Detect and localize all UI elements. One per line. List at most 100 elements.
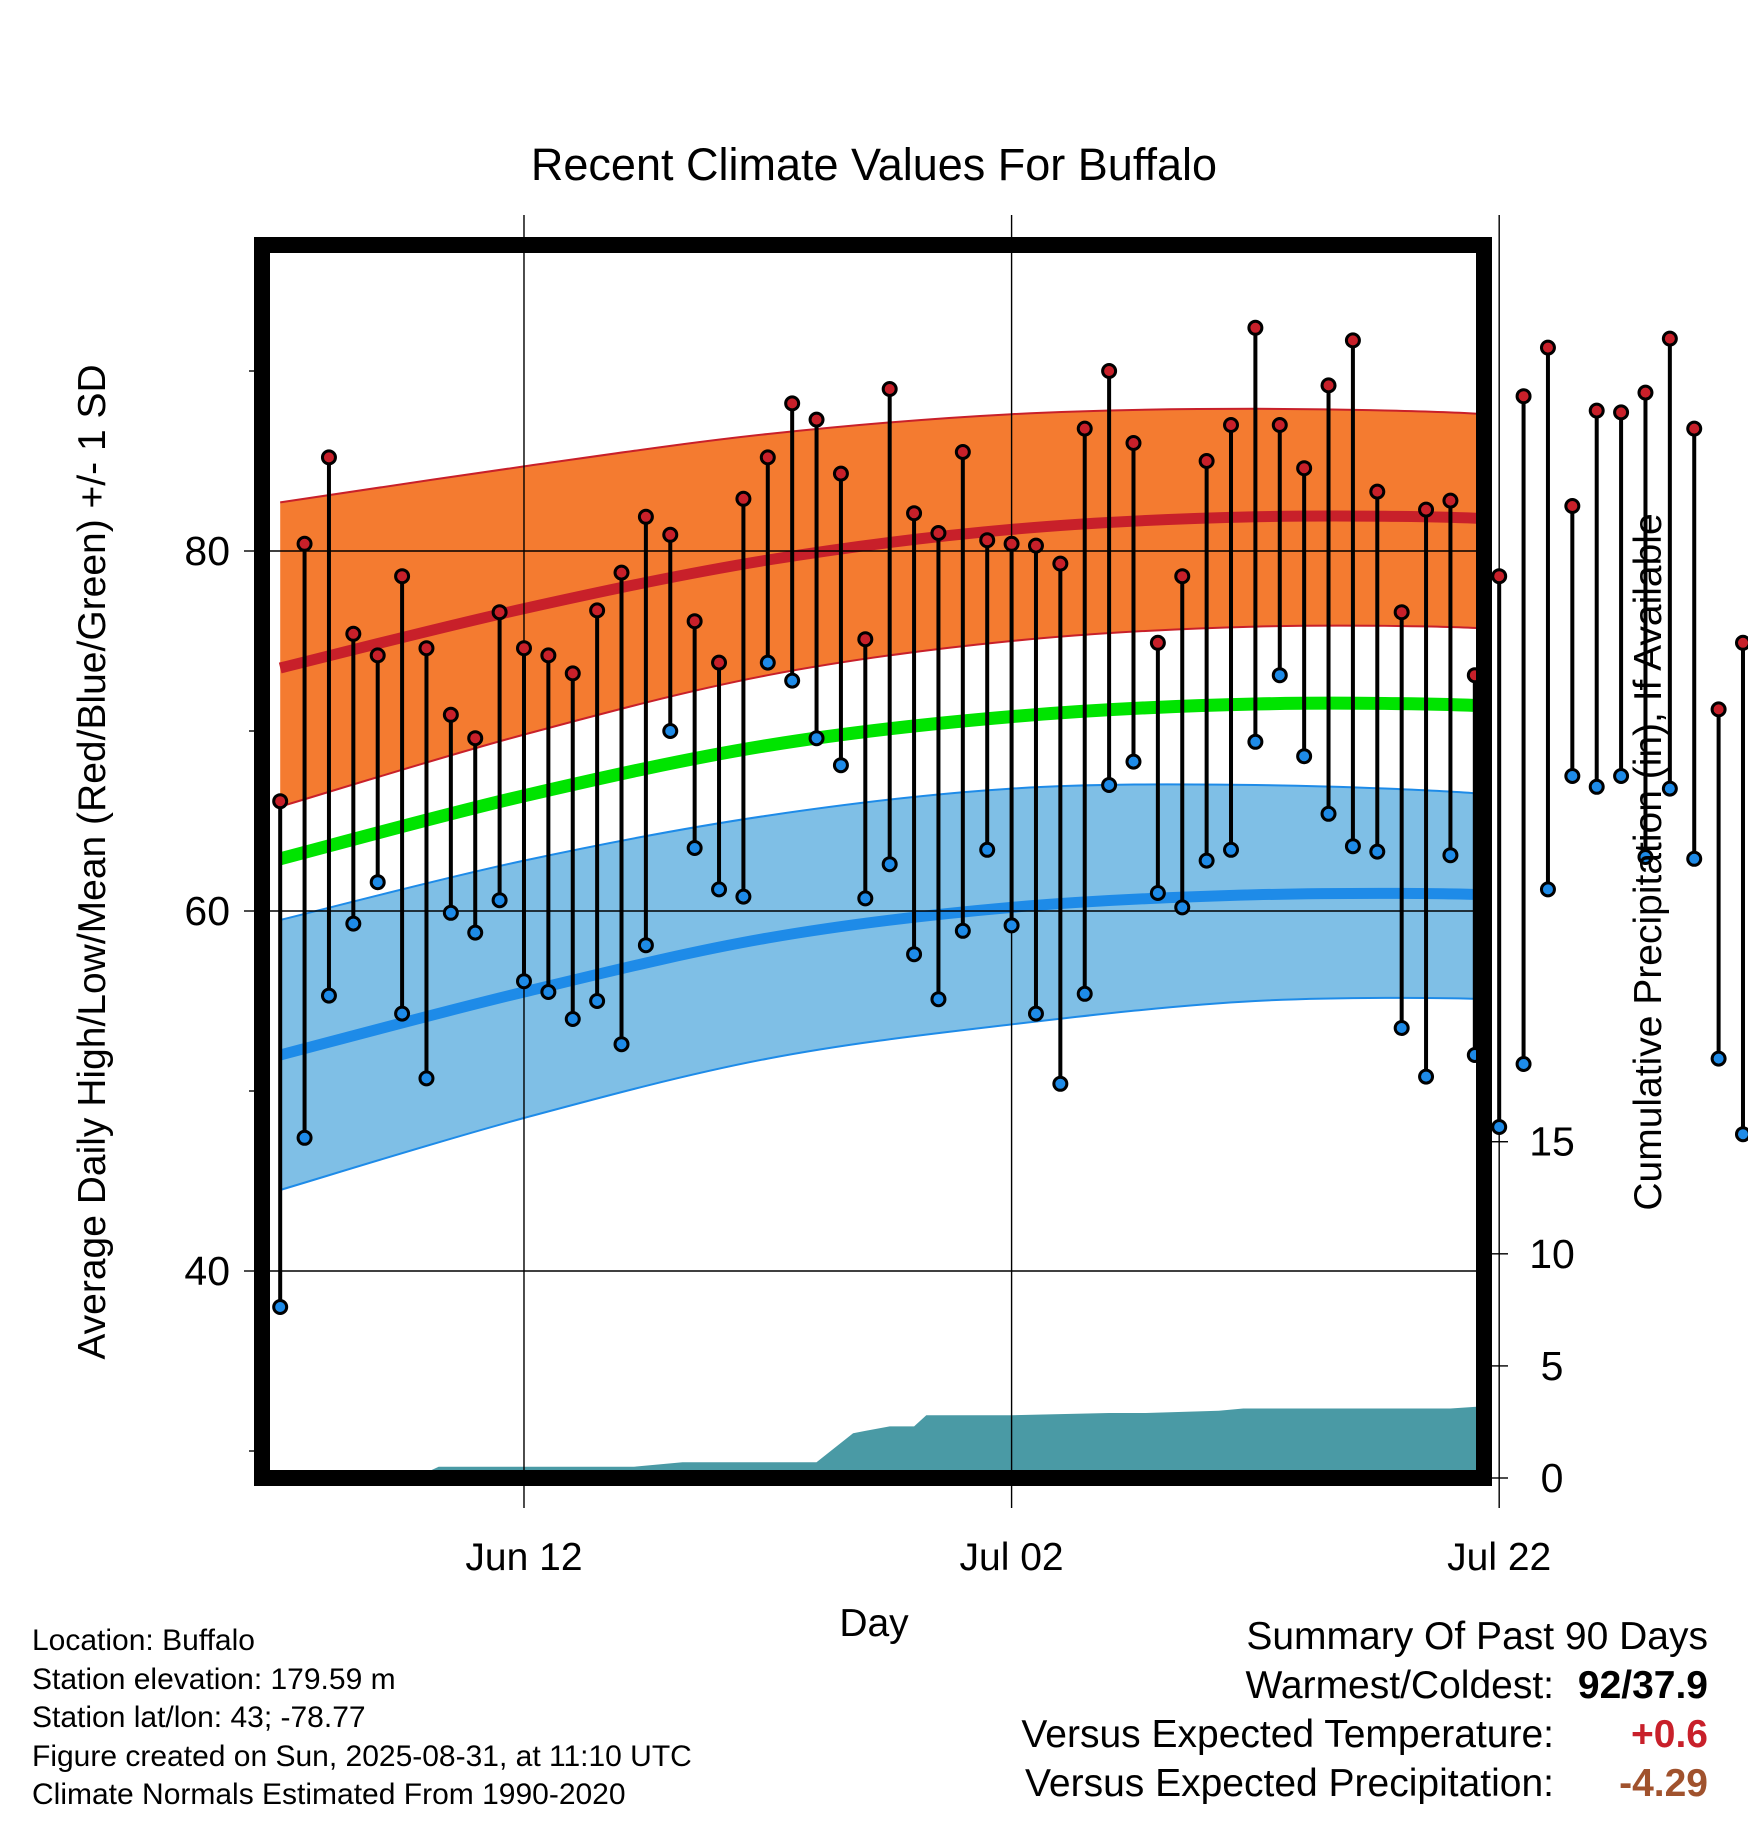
daily-high-point xyxy=(1052,555,1069,572)
daily-low-point xyxy=(1710,1050,1727,1067)
daily-low-point xyxy=(1174,899,1191,916)
daily-high-point xyxy=(613,564,630,581)
daily-high-point xyxy=(1369,483,1386,500)
summary-row-precipitation: Versus Expected Precipitation: -4.29 xyxy=(948,1759,1708,1808)
daily-low-point xyxy=(1393,1020,1410,1036)
y2-tick-label: 5 xyxy=(1541,1343,1564,1389)
daily-low-point xyxy=(442,904,459,921)
x-tick-label: Jul 22 xyxy=(1447,1536,1551,1579)
daily-low-point xyxy=(1637,849,1654,865)
daily-low-point xyxy=(1734,1126,1748,1143)
daily-high-point xyxy=(1223,417,1240,433)
daily-low-point xyxy=(1027,1005,1044,1022)
y2-tick-label: 10 xyxy=(1529,1231,1575,1277)
daily-high-point xyxy=(637,508,654,525)
x-tick-label: Jul 02 xyxy=(960,1536,1064,1579)
daily-high-point xyxy=(1539,339,1556,356)
summary-label: Versus Expected Precipitation: xyxy=(1025,1762,1554,1805)
daily-high-point xyxy=(808,411,825,428)
daily-low-point xyxy=(1588,778,1605,795)
daily-high-point xyxy=(515,640,532,657)
summary-value: +0.6 xyxy=(1631,1713,1708,1756)
daily-low-point xyxy=(1076,985,1093,1002)
daily-low-point xyxy=(515,973,532,990)
daily-high-point xyxy=(345,625,362,642)
daily-low-point xyxy=(1320,805,1337,822)
daily-high-point xyxy=(272,793,289,810)
daily-high-point xyxy=(540,647,557,664)
daily-low-point xyxy=(979,841,996,858)
daily-high-point xyxy=(1734,634,1748,651)
daily-low-point xyxy=(1198,852,1215,869)
daily-low-point xyxy=(1515,1056,1532,1072)
daily-low-point xyxy=(1296,748,1313,765)
x-axis-label: Day xyxy=(839,1602,909,1645)
daily-high-point xyxy=(467,730,484,747)
meta-location: Location: Buffalo xyxy=(32,1624,255,1657)
daily-low-point xyxy=(1223,841,1240,858)
meta-created: Figure created on Sun, 2025-08-31, at 11… xyxy=(32,1739,692,1773)
daily-high-point xyxy=(296,535,313,552)
daily-low-point xyxy=(1344,838,1361,855)
daily-high-point xyxy=(881,381,898,397)
summary-value: -4.29 xyxy=(1619,1762,1708,1805)
daily-low-point xyxy=(589,993,606,1009)
y-axis-label: Average Daily High/Low/Mean (Red/Blue/Gr… xyxy=(71,364,114,1359)
daily-low-point xyxy=(1686,850,1703,867)
daily-high-point xyxy=(930,525,947,541)
daily-low-point xyxy=(954,922,971,939)
low-sd-lower-edge xyxy=(279,996,1484,1217)
daily-high-point xyxy=(394,568,411,585)
summary-title: Summary Of Past 90 Days xyxy=(1246,1615,1708,1658)
daily-high-point xyxy=(1515,388,1532,405)
daily-low-point xyxy=(857,890,874,907)
daily-low-point xyxy=(637,937,654,954)
daily-high-point xyxy=(979,532,996,549)
daily-low-point xyxy=(467,924,484,941)
daily-high-point xyxy=(1296,460,1313,477)
daily-low-point xyxy=(759,654,776,671)
chart-title: Recent Climate Values For Buffalo xyxy=(531,139,1217,190)
daily-high-point xyxy=(589,602,606,619)
daily-low-point xyxy=(345,915,362,932)
daily-low-point xyxy=(906,946,923,963)
daily-high-point xyxy=(906,505,923,522)
daily-high-point xyxy=(662,526,679,543)
daily-low-point xyxy=(272,1299,289,1315)
daily-high-point xyxy=(857,631,874,648)
daily-high-point xyxy=(1613,404,1630,421)
y2-tick-label: 0 xyxy=(1541,1455,1564,1501)
daily-high-point xyxy=(1125,435,1142,451)
daily-low-point xyxy=(1149,885,1166,901)
daily-high-point xyxy=(1442,492,1459,509)
daily-high-point xyxy=(1076,420,1093,437)
daily-high-point xyxy=(759,449,776,466)
daily-high-point xyxy=(1637,384,1654,401)
y-tick-label: 60 xyxy=(184,888,230,934)
y2-axis-label: Cumulative Precipitation (in), If Availa… xyxy=(1627,513,1670,1210)
daily-low-point xyxy=(1271,667,1288,684)
daily-high-point xyxy=(686,613,703,630)
daily-high-point xyxy=(1003,535,1020,552)
daily-low-point xyxy=(1125,753,1142,770)
daily-high-point xyxy=(1686,420,1703,437)
daily-low-point xyxy=(369,874,386,891)
daily-low-point xyxy=(1491,1119,1508,1135)
daily-low-point xyxy=(1564,768,1581,784)
x-tick-label: Jun 12 xyxy=(465,1536,582,1579)
daily-high-point xyxy=(1491,568,1508,585)
daily-low-point xyxy=(540,984,557,1000)
daily-low-point xyxy=(930,991,947,1008)
plot-frame xyxy=(254,237,1492,1486)
daily-low-point xyxy=(881,856,898,873)
daily-high-point xyxy=(1564,498,1581,514)
daily-low-point xyxy=(320,987,337,1004)
daily-low-point xyxy=(1613,768,1630,784)
daily-low-point xyxy=(711,881,728,898)
daily-high-point xyxy=(1271,417,1288,433)
daily-high-point xyxy=(711,654,728,671)
daily-high-point xyxy=(1393,604,1410,621)
daily-low-point xyxy=(1418,1068,1435,1085)
y-tick-label: 40 xyxy=(184,1248,230,1294)
high-sd-upper-edge xyxy=(280,407,1484,504)
